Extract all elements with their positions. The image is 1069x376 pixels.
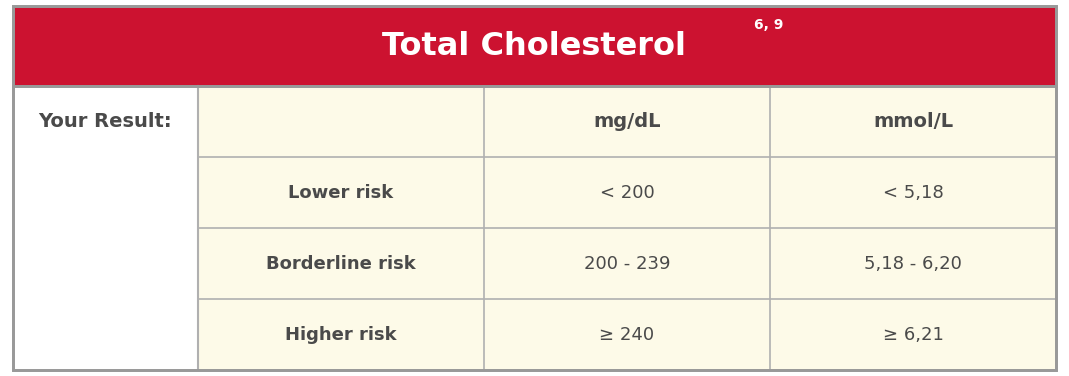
Text: 5,18 - 6,20: 5,18 - 6,20 (864, 255, 962, 273)
Text: Your Result:: Your Result: (38, 112, 172, 132)
Bar (198, 229, 484, 299)
Bar (484, 229, 770, 299)
Text: Borderline risk: Borderline risk (266, 255, 416, 273)
Bar (13, 6, 1056, 86)
Bar (770, 229, 1056, 299)
Text: ≥ 6,21: ≥ 6,21 (883, 326, 944, 344)
Text: < 5,18: < 5,18 (883, 184, 944, 202)
Bar (770, 158, 1056, 228)
Text: mg/dL: mg/dL (593, 112, 661, 132)
Bar (484, 158, 770, 228)
Text: 6, 9: 6, 9 (754, 18, 783, 32)
Text: Total Cholesterol: Total Cholesterol (383, 30, 686, 62)
Bar (198, 86, 484, 158)
Text: < 200: < 200 (600, 184, 654, 202)
Bar (770, 299, 1056, 370)
Text: Higher risk: Higher risk (285, 326, 397, 344)
Bar (198, 299, 484, 370)
Bar (13, 86, 198, 370)
Text: 200 - 239: 200 - 239 (584, 255, 670, 273)
Text: Lower risk: Lower risk (289, 184, 393, 202)
Bar (770, 86, 1056, 158)
Bar (198, 158, 484, 228)
Text: mmol/L: mmol/L (873, 112, 954, 132)
Text: ≥ 240: ≥ 240 (600, 326, 654, 344)
Bar (484, 299, 770, 370)
Bar (13, 86, 1056, 370)
Bar (484, 86, 770, 158)
Bar (13, 6, 1056, 86)
